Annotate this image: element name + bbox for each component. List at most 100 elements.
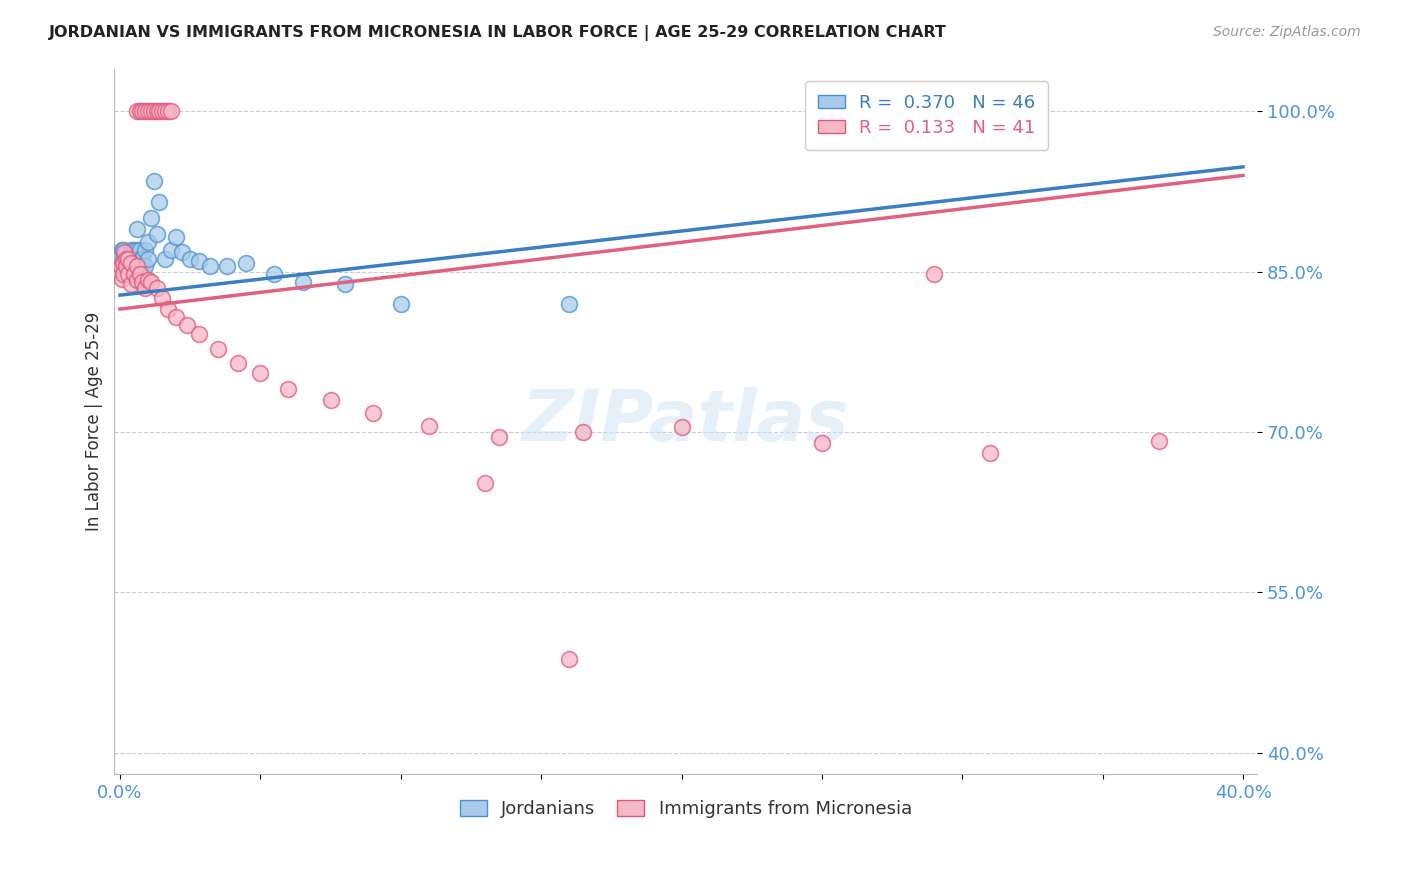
Point [277,382,299,396]
Point [176,318,198,332]
Point [170,245,193,260]
Point [165,230,187,244]
Point [142,104,165,119]
Point [671,419,693,434]
Point [120,277,142,292]
Point [111,256,134,270]
Point [187,254,209,268]
Point [114,245,136,260]
Point [207,342,229,356]
Point [128,252,150,266]
Point [811,435,834,450]
Point [319,392,342,407]
Y-axis label: In Labor Force | Age 25-29: In Labor Force | Age 25-29 [86,311,103,531]
Point [114,252,136,266]
Point [122,267,145,281]
Point [125,244,148,258]
Text: ZIPatlas: ZIPatlas [522,387,849,456]
Point [114,251,136,265]
Point [922,267,945,281]
Point [111,272,134,286]
Point [134,104,156,119]
Point [117,267,139,281]
Point [125,104,148,119]
Point [179,252,201,266]
Point [110,260,132,274]
Point [131,252,153,266]
Point [131,276,153,290]
Point [153,104,176,119]
Point [139,276,162,290]
Point [122,251,145,265]
Point [235,256,257,270]
Point [125,260,148,274]
Point [117,250,139,264]
Point [333,277,356,292]
Point [111,252,134,266]
Point [111,244,134,258]
Point [122,260,145,274]
Point [474,476,496,491]
Point [136,235,159,249]
Point [156,301,179,316]
Point [131,104,153,119]
Point [114,260,136,274]
Legend: Jordanians, Immigrants from Micronesia: Jordanians, Immigrants from Micronesia [453,792,920,825]
Point [117,252,139,266]
Point [134,244,156,258]
Point [142,174,165,188]
Point [159,244,181,258]
Point [128,267,150,281]
Point [122,244,145,258]
Point [558,651,581,665]
Point [165,310,187,324]
Point [111,244,134,258]
Point [110,260,132,274]
Point [125,273,148,287]
Point [979,446,1001,460]
Point [112,256,135,270]
Point [1147,434,1170,448]
Point [226,355,249,369]
Point [114,260,136,274]
Point [558,296,581,310]
Text: Source: ZipAtlas.com: Source: ZipAtlas.com [1213,25,1361,39]
Point [145,104,167,119]
Point [139,211,162,226]
Point [361,406,384,420]
Point [198,260,221,274]
Point [120,260,142,274]
Point [111,267,134,281]
Point [112,245,135,260]
Point [120,256,142,270]
Point [128,244,150,258]
Text: JORDANIAN VS IMMIGRANTS FROM MICRONESIA IN LABOR FORCE | AGE 25-29 CORRELATION C: JORDANIAN VS IMMIGRANTS FROM MICRONESIA … [49,25,948,41]
Point [572,425,595,439]
Point [134,281,156,295]
Point [117,256,139,270]
Point [134,260,156,274]
Point [148,195,170,210]
Point [120,256,142,270]
Point [145,281,167,295]
Point [117,252,139,266]
Point [145,227,167,242]
Point [488,430,510,444]
Point [215,260,238,274]
Point [128,104,150,119]
Point [150,292,173,306]
Point [136,273,159,287]
Point [389,296,412,310]
Point [128,260,150,274]
Point [136,252,159,266]
Point [418,418,440,433]
Point [156,104,179,119]
Point [153,252,176,266]
Point [120,244,142,258]
Point [131,260,153,274]
Point [125,222,148,236]
Point [136,104,159,119]
Point [291,276,314,290]
Point [249,366,271,380]
Point [159,104,181,119]
